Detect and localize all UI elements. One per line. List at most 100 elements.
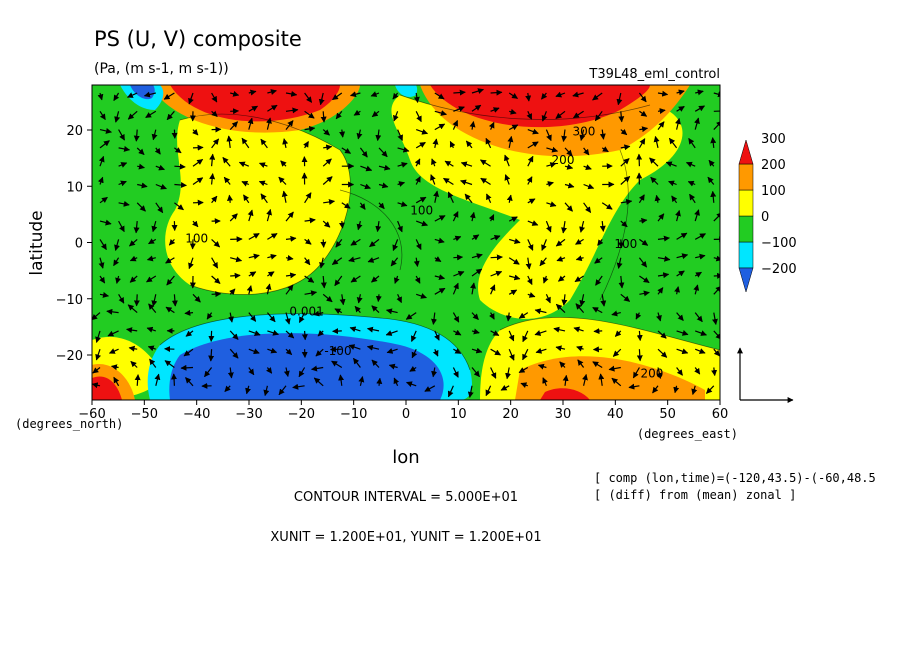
wind-vector	[685, 161, 696, 168]
colorbar-label: 200	[761, 158, 786, 173]
wind-vector	[165, 257, 175, 264]
wind-vector	[211, 238, 221, 248]
wind-vector	[520, 382, 529, 388]
wind-vector	[266, 208, 272, 222]
wind-vector	[304, 217, 316, 224]
wind-vector	[500, 384, 510, 391]
wind-vector	[618, 275, 625, 289]
wind-vector	[127, 110, 138, 120]
wind-vector	[694, 209, 700, 222]
wind-vector	[555, 110, 566, 119]
wind-vector	[301, 330, 308, 341]
wind-vector	[479, 159, 491, 167]
wind-vector	[639, 217, 648, 224]
wind-vector	[248, 367, 255, 376]
wind-vector	[348, 344, 361, 350]
wind-vector	[469, 121, 476, 130]
wind-vector	[618, 239, 625, 249]
wind-vector	[338, 374, 345, 386]
colorbar-box	[738, 215, 754, 243]
wind-vector	[267, 347, 278, 354]
wind-vector	[164, 360, 175, 368]
wind-vector	[545, 129, 552, 142]
contour-label: 300	[572, 125, 595, 139]
wind-vector	[410, 330, 417, 342]
wind-vector	[118, 180, 127, 187]
wind-vector	[359, 202, 366, 210]
contour-label: 200	[641, 367, 664, 381]
wind-vector	[583, 164, 592, 170]
wind-vector	[366, 326, 380, 333]
wind-vector	[211, 195, 218, 204]
wind-vector	[226, 135, 233, 148]
wind-vector	[657, 121, 665, 130]
wind-vector	[397, 181, 406, 187]
wind-vector	[424, 385, 436, 392]
wind-vector	[506, 194, 513, 203]
wind-vector	[99, 219, 112, 226]
y-tick-label: −10	[56, 293, 83, 308]
wind-vector	[525, 257, 532, 270]
wind-vector	[671, 195, 678, 204]
wind-vector	[434, 237, 445, 244]
wind-vector	[313, 310, 324, 317]
wind-vector	[534, 308, 547, 315]
wind-vector	[99, 128, 112, 134]
wind-vector	[397, 201, 408, 207]
contour-label: 100	[410, 203, 433, 217]
wind-vector	[561, 294, 568, 306]
wind-vector	[453, 106, 465, 112]
wind-vector	[453, 329, 462, 336]
wind-vector	[542, 377, 548, 387]
wind-vector	[155, 183, 167, 190]
wind-vector	[208, 349, 215, 362]
wind-vector	[575, 255, 584, 262]
wind-vector	[620, 144, 631, 151]
wind-vector	[146, 326, 156, 333]
wind-vector	[616, 92, 623, 106]
wind-vector	[542, 275, 549, 284]
wind-vector	[525, 92, 532, 102]
wind-vector	[431, 158, 437, 167]
wind-vector	[575, 303, 585, 313]
wind-vector	[397, 129, 403, 141]
wind-vector	[409, 365, 417, 372]
wind-vector	[628, 383, 640, 390]
wind-vector	[618, 111, 625, 123]
wind-vector	[224, 385, 231, 392]
wind-vector	[676, 367, 683, 376]
wind-vector	[317, 329, 325, 337]
wind-vector	[579, 129, 586, 142]
wind-vector	[676, 312, 684, 321]
wind-vector	[354, 305, 361, 313]
wind-vector	[527, 155, 534, 167]
wind-vector	[561, 129, 568, 142]
wind-vector	[385, 330, 398, 336]
wind-vector	[188, 92, 194, 105]
wind-vector	[155, 164, 165, 171]
wind-vector	[285, 107, 299, 114]
wind-vector	[653, 135, 660, 149]
wind-vector	[694, 271, 702, 278]
wind-vector	[375, 221, 382, 233]
wind-vector	[137, 163, 145, 170]
wind-vector	[711, 367, 718, 377]
wind-vector	[315, 348, 324, 357]
wind-vector	[433, 190, 440, 203]
wind-vector	[334, 308, 343, 315]
wind-vector	[592, 306, 603, 314]
wind-vector	[285, 235, 297, 242]
wind-vector	[341, 202, 351, 209]
wind-vector	[192, 177, 204, 185]
wind-vector	[583, 202, 592, 213]
wind-vector	[509, 274, 521, 281]
chart-title: PS (U, V) composite	[94, 27, 302, 51]
wind-vector	[518, 366, 529, 374]
wind-vector	[375, 129, 382, 142]
wind-vector	[414, 158, 421, 167]
wind-vector	[432, 348, 439, 357]
wind-vector	[638, 257, 648, 268]
wind-vector	[471, 88, 484, 94]
wind-vector	[470, 282, 476, 295]
wind-vector	[107, 330, 119, 337]
